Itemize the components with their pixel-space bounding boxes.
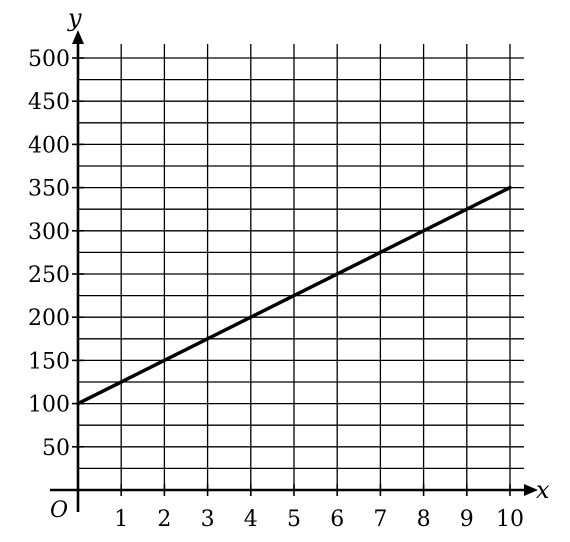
y-tick-label: 300: [28, 220, 70, 245]
y-tick-label: 450: [28, 90, 70, 115]
y-tick-label: 500: [28, 47, 70, 72]
y-tick-label: 350: [28, 177, 70, 202]
series-line: [76, 185, 512, 406]
y-tick-label: 200: [28, 306, 70, 331]
y-axis-label: y: [67, 4, 82, 32]
y-tick-label: 400: [28, 133, 70, 158]
y-tick-label: 250: [28, 263, 70, 288]
x-tick-label: 6: [330, 507, 344, 532]
x-tick-label: 10: [496, 507, 524, 532]
axes: [50, 30, 538, 512]
y-tick-label: 50: [42, 436, 70, 461]
x-tick-label: 1: [114, 507, 128, 532]
x-tick-label: 3: [201, 507, 215, 532]
x-tick-labels: 1 2 3 4 5 6 7 8 9 10: [114, 484, 524, 532]
grid: [78, 44, 524, 490]
y-tick-label: 150: [28, 349, 70, 374]
y-tick-label: 100: [28, 393, 70, 418]
x-axis-label: x: [536, 476, 550, 504]
x-tick-label: 7: [373, 507, 387, 532]
x-tick-label: 8: [417, 507, 431, 532]
x-tick-label: 2: [157, 507, 171, 532]
y-tick-labels: 50 100 150 200 250 300 350 400 450 500: [28, 47, 84, 461]
y-axis-arrow-icon: [72, 30, 84, 44]
x-tick-label: 5: [287, 507, 301, 532]
x-axis-arrow-icon: [524, 484, 538, 496]
x-tick-label: 4: [244, 507, 258, 532]
origin-label: O: [50, 498, 68, 523]
x-tick-label: 9: [460, 507, 474, 532]
